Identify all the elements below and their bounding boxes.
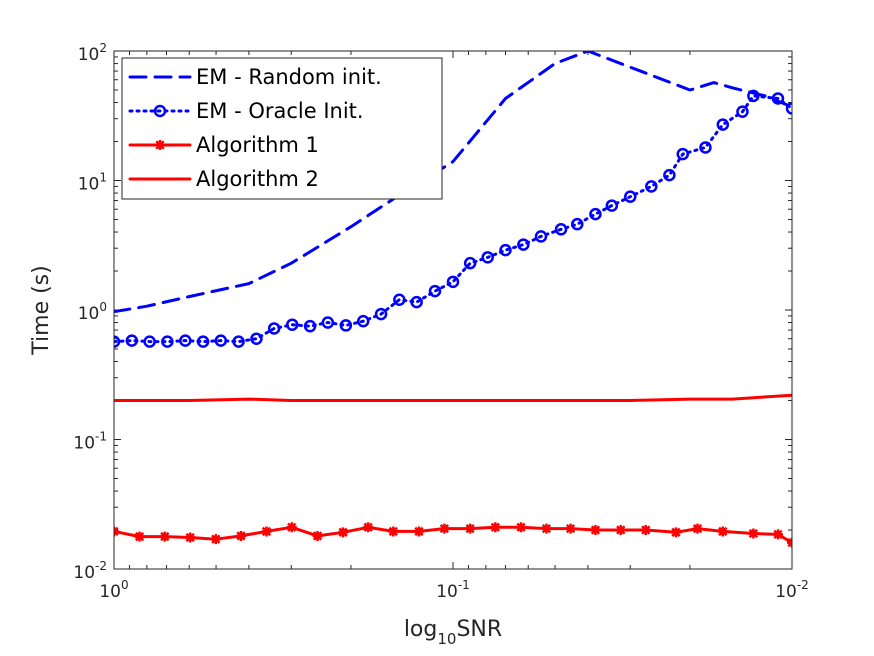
- data-point: [185, 532, 196, 543]
- y-tick-label: 10-2: [73, 559, 107, 583]
- legend-marker: [153, 104, 167, 118]
- y-tick-label: 100: [78, 300, 107, 324]
- data-point: [250, 332, 263, 345]
- data-point: [446, 275, 460, 289]
- data-point: [413, 526, 424, 537]
- legend-entry: Algorithm 1: [128, 133, 319, 157]
- data-point: [232, 335, 245, 348]
- data-point: [214, 334, 228, 347]
- series-3: [114, 393, 792, 402]
- data-point: [717, 526, 728, 537]
- series-line: [114, 51, 792, 314]
- legend-entry: EM - Random init.: [128, 65, 382, 89]
- series-0: [114, 51, 792, 314]
- data-point: [590, 525, 601, 536]
- data-point: [356, 314, 370, 328]
- data-point: [541, 523, 552, 534]
- legend-entry: Algorithm 2: [128, 167, 319, 191]
- data-point: [388, 526, 399, 537]
- data-point: [517, 238, 530, 251]
- data-point: [663, 168, 676, 182]
- data-point: [589, 207, 602, 221]
- data-point: [516, 522, 527, 533]
- series-1: [114, 89, 792, 348]
- x-tick-label: 10-1: [436, 578, 470, 602]
- legend-box: [121, 57, 443, 200]
- data-point: [605, 199, 619, 212]
- y-tick-label: 101: [78, 171, 107, 195]
- data-point: [699, 141, 712, 154]
- data-point: [692, 523, 703, 534]
- data-point: [159, 531, 170, 542]
- data-point: [339, 319, 353, 332]
- data-point: [321, 316, 335, 329]
- x-axis-label: log10SNR: [404, 617, 502, 648]
- data-point: [143, 335, 156, 348]
- data-point: [196, 335, 210, 348]
- data-point: [670, 527, 681, 538]
- data-point: [716, 118, 730, 131]
- data-point: [554, 223, 568, 236]
- x-tick-label: 100: [99, 578, 128, 602]
- data-point: [439, 523, 450, 534]
- data-point: [640, 525, 651, 536]
- data-point: [285, 318, 299, 331]
- data-point: [134, 531, 145, 542]
- series-line: [114, 393, 792, 402]
- tick-labels: 100 10-1 10-2 10-2 10-1 100 101 102: [73, 41, 808, 602]
- legend-label: Algorithm 1: [196, 133, 319, 157]
- data-point: [465, 523, 476, 534]
- data-point: [736, 105, 749, 118]
- legend-label: EM - Oracle Init.: [196, 99, 364, 123]
- data-point: [312, 530, 323, 541]
- data-point: [267, 322, 281, 335]
- series-line: [114, 525, 792, 545]
- data-point: [785, 102, 792, 115]
- data-point: [428, 284, 442, 298]
- data-point: [747, 89, 760, 103]
- data-point: [565, 523, 576, 534]
- data-point: [534, 230, 548, 243]
- data-point: [463, 256, 477, 270]
- legend-label: EM - Random init.: [196, 65, 382, 89]
- y-tick-label: 10-1: [73, 430, 107, 454]
- data-point: [363, 522, 374, 533]
- axes-box: [113, 50, 793, 570]
- data-point: [125, 334, 139, 347]
- data-point: [615, 525, 626, 536]
- data-point: [481, 251, 494, 264]
- series-layer: [114, 51, 792, 548]
- data-point: [645, 180, 658, 193]
- legend-entry: EM - Oracle Init.: [128, 99, 364, 123]
- data-point: [748, 528, 759, 539]
- legend-marker: [155, 140, 165, 150]
- data-point: [210, 534, 221, 545]
- data-point: [179, 334, 192, 347]
- data-point: [676, 147, 690, 161]
- data-point: [499, 243, 512, 257]
- y-axis-label: Time (s): [29, 265, 54, 355]
- series-2: [114, 522, 792, 548]
- data-point: [286, 522, 297, 533]
- data-point: [771, 92, 785, 105]
- data-point: [624, 190, 637, 203]
- data-point: [114, 335, 121, 348]
- data-point: [303, 319, 317, 333]
- legend-label: Algorithm 2: [196, 167, 319, 191]
- data-point: [374, 307, 388, 321]
- data-point: [393, 293, 406, 306]
- x-tick-label: 10-2: [775, 578, 809, 602]
- data-point: [261, 526, 272, 537]
- data-point: [490, 522, 501, 533]
- legend: EM - Random init. EM - Oracle Init. Algori…: [121, 57, 443, 200]
- data-point: [410, 295, 423, 309]
- data-point: [571, 217, 584, 231]
- data-point: [772, 529, 783, 540]
- data-point: [161, 335, 174, 348]
- data-point: [236, 530, 247, 541]
- data-point: [338, 527, 349, 538]
- y-tick-label: 102: [78, 41, 107, 65]
